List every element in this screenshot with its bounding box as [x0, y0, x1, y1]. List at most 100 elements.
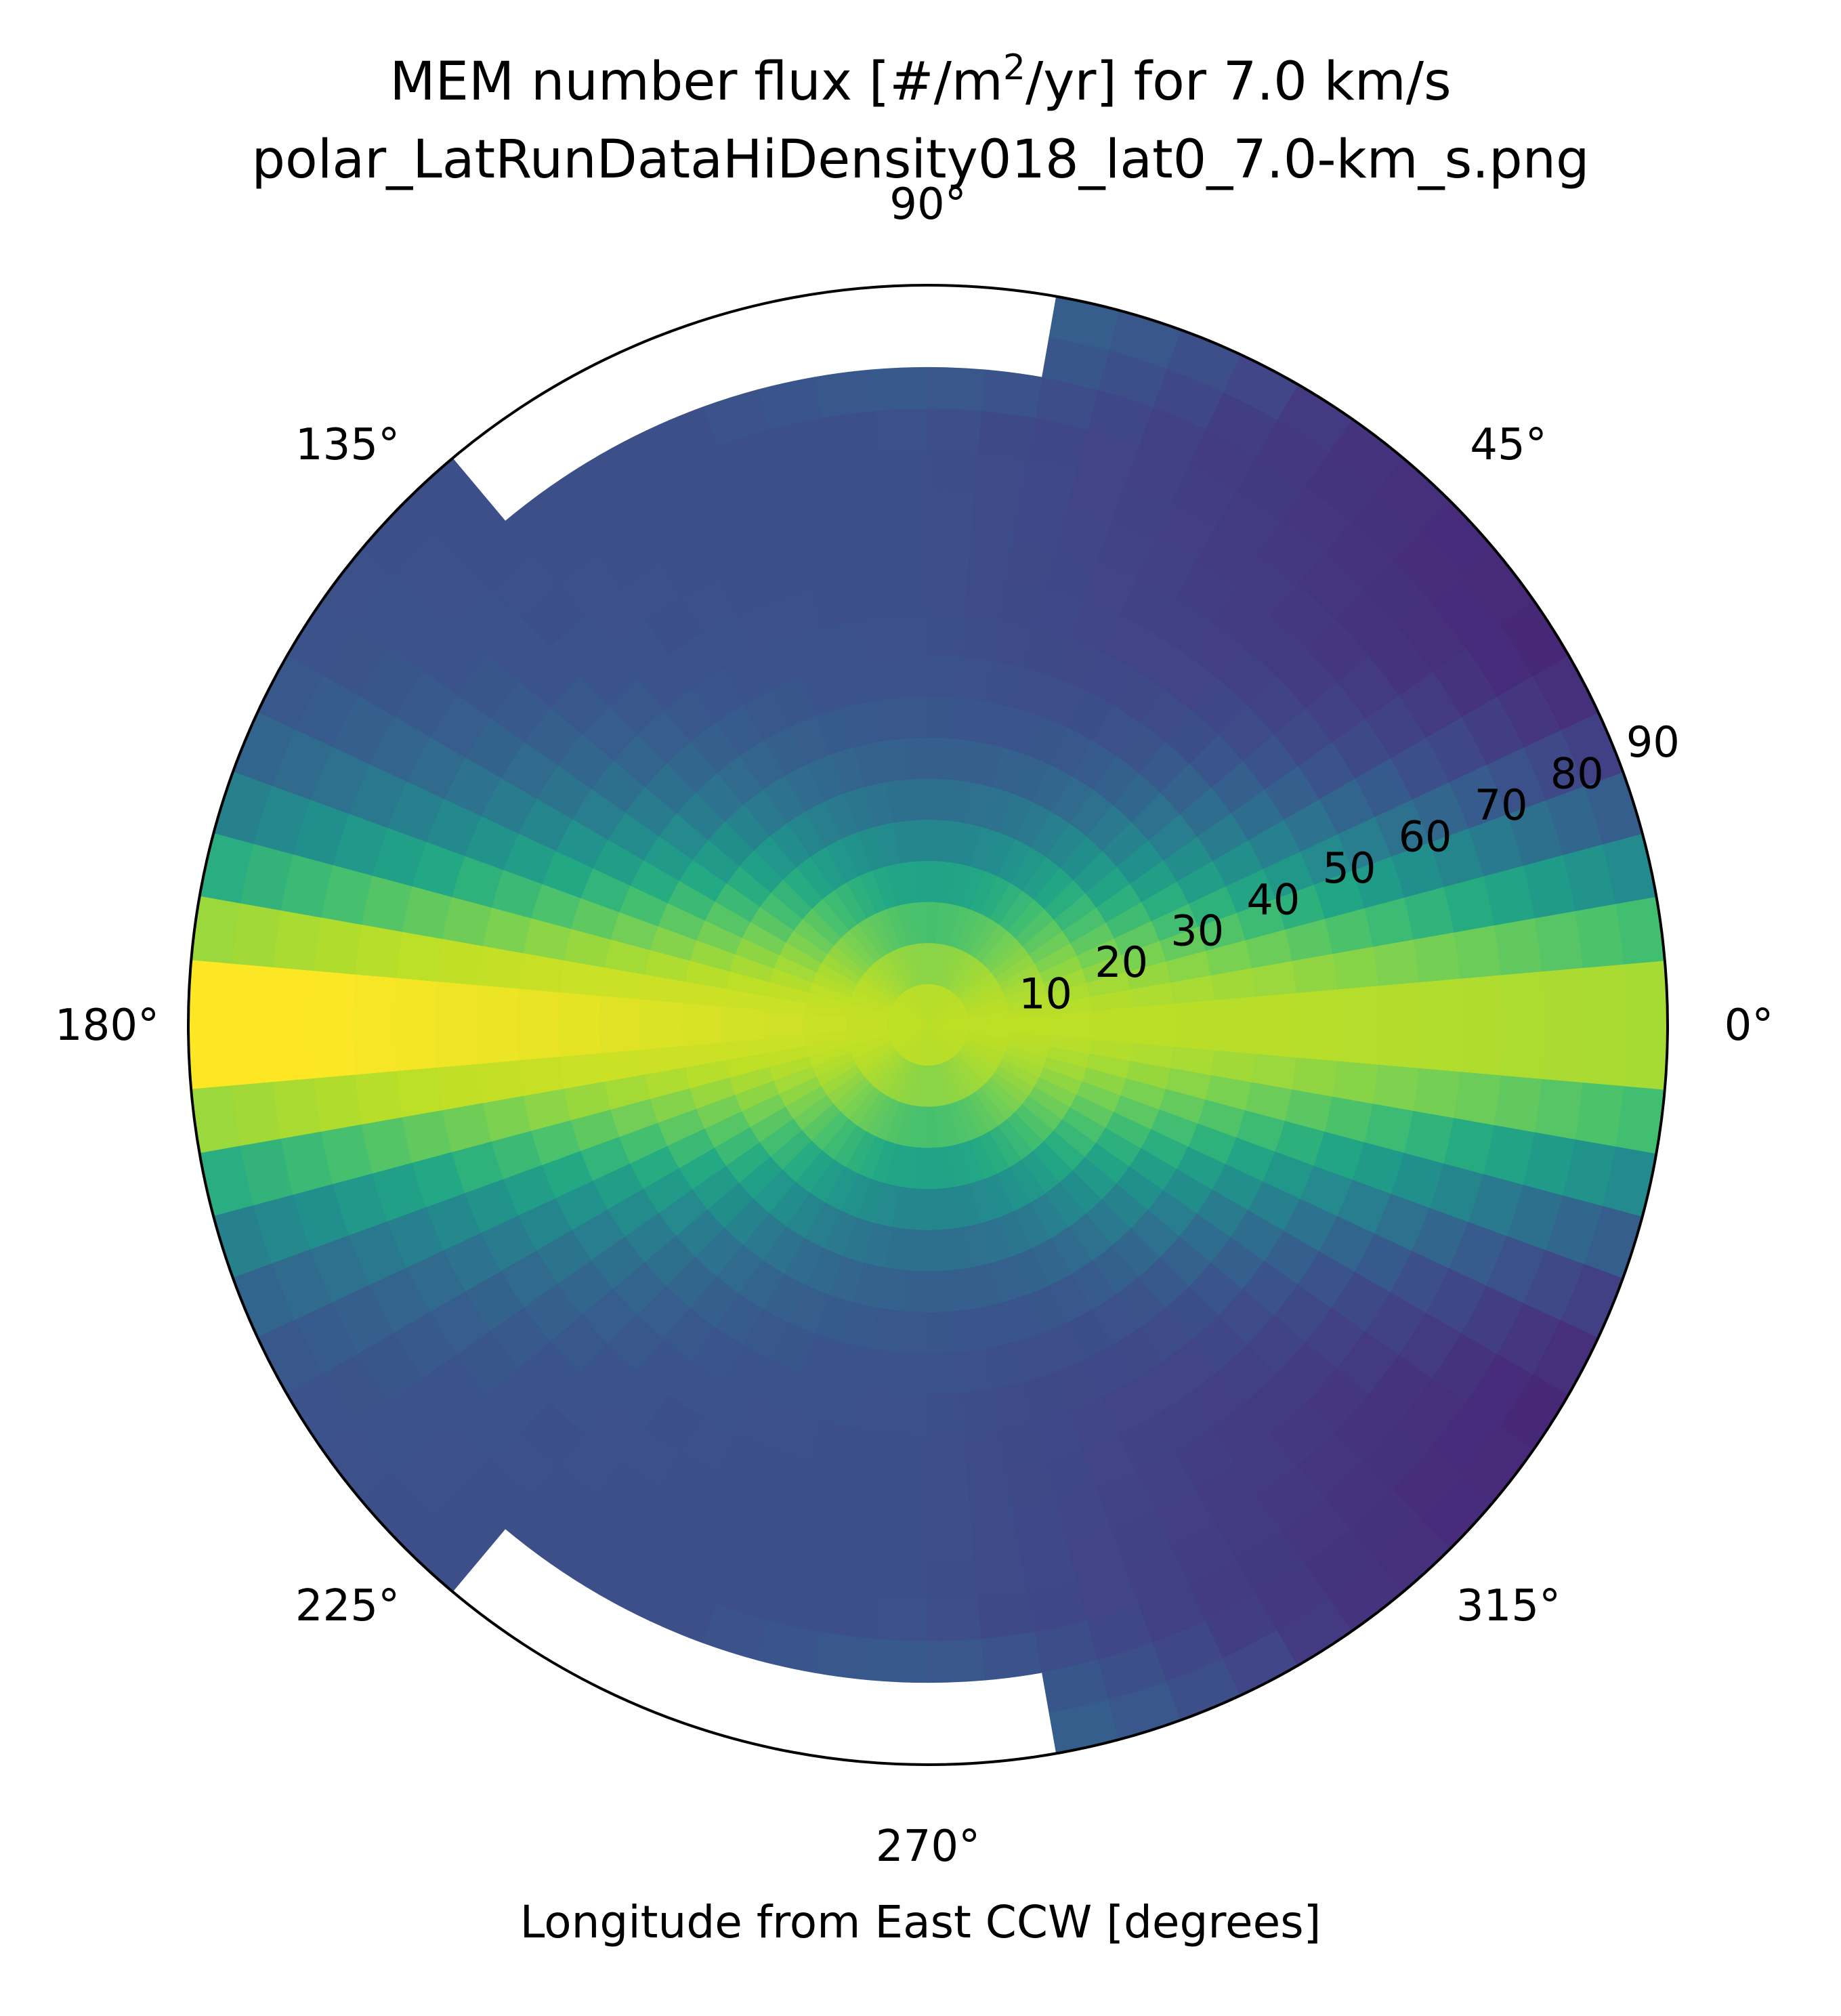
heatmap-cell: [313, 1074, 362, 1133]
heatmap-cell: [599, 1024, 642, 1054]
heatmap-cell: [1214, 996, 1257, 1026]
heatmap-cell: [927, 1393, 965, 1437]
heatmap-cell: [891, 1393, 929, 1437]
heatmap-cell: [1413, 931, 1461, 983]
heatmap-cell: [877, 1557, 929, 1601]
theta-tick-180: 180°: [55, 1001, 159, 1051]
heatmap-cell: [885, 1475, 929, 1519]
heatmap-cell: [974, 451, 1029, 499]
heatmap-cell: [888, 1433, 929, 1477]
heatmap-cell: [272, 910, 322, 972]
heatmap-cell: [1582, 963, 1627, 1026]
radial-tick-80: 80: [1550, 749, 1604, 799]
heatmap-cell: [981, 369, 1043, 419]
heatmap-cell: [927, 1638, 986, 1683]
heatmap-cell: [434, 1024, 478, 1068]
heatmap-cell: [1418, 1024, 1463, 1072]
heatmap-cell: [970, 492, 1021, 540]
heatmap-cell: [229, 963, 274, 1026]
heatmap-cell: [906, 1229, 929, 1272]
heatmap-cell: [895, 1351, 929, 1395]
heatmap-cell: [927, 1351, 961, 1395]
heatmap-cell: [885, 531, 929, 575]
theta-tick-0: 0°: [1724, 1001, 1774, 1051]
heatmap-cell: [1378, 982, 1422, 1026]
heatmap-cell: [188, 1024, 233, 1090]
heatmap-cell: [232, 1082, 281, 1147]
heatmap-cell: [1460, 974, 1504, 1026]
radial-tick-60: 60: [1399, 812, 1452, 861]
heatmap-cell: [927, 613, 965, 657]
heatmap-cell: [475, 1024, 520, 1065]
heatmap-cell: [891, 613, 929, 657]
heatmap-cell: [834, 492, 886, 540]
heatmap-cell: [311, 1024, 356, 1079]
heatmap-cell: [1332, 1060, 1379, 1104]
theta-tick-45: 45°: [1470, 420, 1546, 470]
heatmap-cell: [1623, 960, 1668, 1026]
heatmap-cell: [1494, 917, 1543, 975]
heatmap-cell: [927, 449, 979, 493]
heatmap-cell: [557, 1024, 601, 1058]
heatmap-cell: [927, 490, 975, 534]
heatmap-cell: [870, 1638, 929, 1683]
heatmap-cell: [1173, 999, 1216, 1026]
heatmap-cell: [1254, 1024, 1298, 1058]
heatmap-cell: [927, 408, 982, 453]
heatmap-cell: [981, 1631, 1043, 1681]
theta-tick-90: 90°: [889, 180, 966, 230]
heatmap-cell: [270, 1024, 315, 1083]
heatmap-cell: [974, 1551, 1029, 1599]
heatmap-cell: [927, 531, 971, 575]
heatmap-cell: [313, 917, 362, 975]
radial-tick-90: 90: [1626, 717, 1680, 767]
heatmap-cell: [877, 449, 929, 493]
heatmap-cell: [820, 1591, 879, 1640]
heatmap-cell: [1336, 1024, 1380, 1065]
heatmap-cell: [927, 1433, 968, 1477]
heatmap-cell: [1582, 1024, 1627, 1087]
heatmap-cell: [1292, 1057, 1338, 1097]
heatmap-cell: [881, 1515, 929, 1560]
heatmap-cell: [639, 1024, 683, 1051]
heatmap-cell: [599, 996, 642, 1026]
heatmap-cell: [393, 1024, 438, 1072]
chart-title-line-2: polar_LatRunDataHiDensity018_lat0_7.0-km…: [251, 129, 1589, 190]
heatmap-cell: [963, 574, 1007, 621]
heatmap-cell: [1418, 978, 1463, 1026]
heatmap-cell: [927, 366, 986, 412]
radial-tick-70: 70: [1475, 780, 1528, 830]
heatmap-cell: [874, 408, 929, 453]
heatmap-cell: [834, 1510, 886, 1558]
heatmap-cell: [967, 1469, 1014, 1517]
heatmap-cell: [963, 1429, 1007, 1476]
heatmap-cell: [1132, 1024, 1175, 1047]
heatmap-cell: [393, 978, 438, 1026]
heatmap-cell: [977, 410, 1036, 459]
heatmap-cell: [477, 1060, 524, 1104]
heatmap-cell: [681, 1003, 724, 1026]
heatmap-cell: [639, 999, 683, 1026]
heatmap-cell: [888, 572, 929, 616]
heatmap-cell: [477, 946, 524, 990]
heatmap-cell: [820, 410, 879, 459]
heatmap-cell: [272, 1078, 322, 1140]
heatmap-cell: [827, 1551, 882, 1599]
theta-tick-225: 225°: [295, 1581, 400, 1631]
heatmap-cell: [1575, 903, 1624, 968]
heatmap-cell: [1173, 1024, 1216, 1051]
heatmap-cell: [927, 654, 961, 698]
heatmap-cell: [927, 1515, 975, 1560]
x-axis-label: Longitude from East CCW [degrees]: [520, 1896, 1321, 1948]
heatmap-cell: [1575, 1082, 1624, 1147]
heatmap-cell: [977, 1591, 1036, 1640]
heatmap-cell: [895, 654, 929, 698]
radial-tick-40: 40: [1246, 875, 1300, 924]
heatmap-cell: [1454, 1071, 1502, 1126]
heatmap-cell: [899, 696, 929, 739]
polar-outer-frame: [187, 284, 1669, 1766]
heatmap-cell: [1500, 1024, 1545, 1079]
heatmap-cell: [970, 1510, 1021, 1558]
heatmap-cell: [813, 369, 875, 419]
